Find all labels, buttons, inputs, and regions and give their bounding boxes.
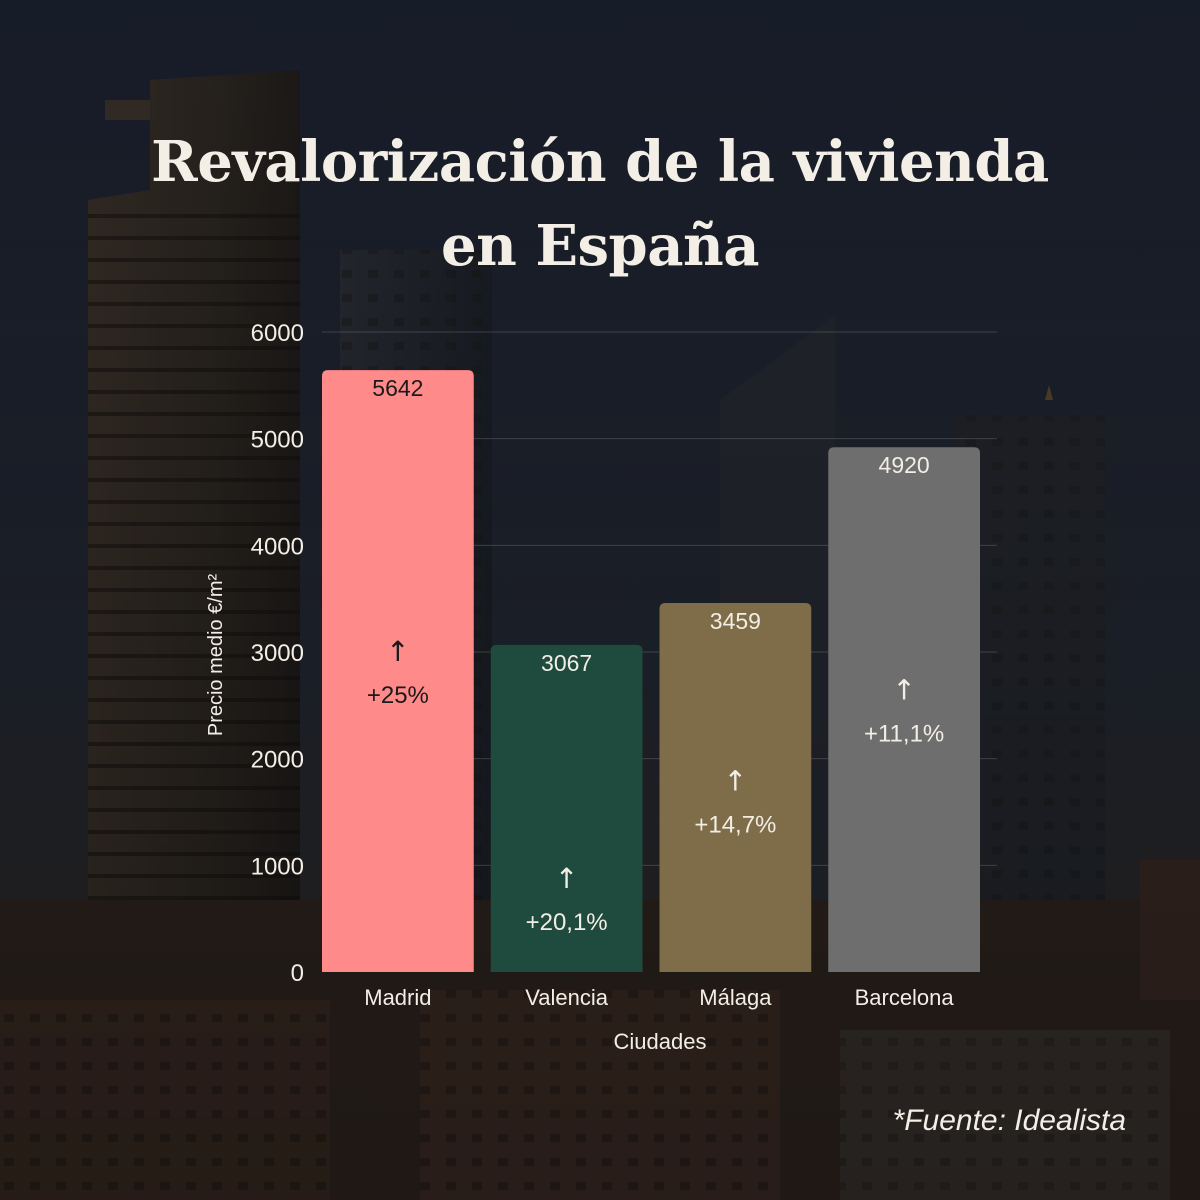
x-tick-label: Valencia [525,985,609,1010]
bar-group-madrid: 5642 ↑ +25% [322,370,474,973]
arrow-up-icon: ↑ [724,765,747,798]
data-label: 5642 [372,375,423,401]
bar-group-barcelona: 4920 ↑ +11,1% [828,447,980,972]
growth-label: +14,7% [694,812,776,839]
growth-label: +20,1% [526,909,608,936]
y-tick-label: 2000 [251,747,304,774]
y-axis-label: Precio medio €/m² [205,574,227,737]
chart-title-line-1: Revalorización de la vivienda [151,129,1049,195]
y-tick-label: 5000 [251,427,304,454]
y-tick-label: 4000 [251,533,304,560]
source-note: *Fuente: Idealista [892,1104,1126,1137]
chart-title-line-2: en España [441,213,760,279]
bar [322,370,474,973]
growth-label: +25% [367,682,429,709]
y-tick-label: 1000 [251,853,304,880]
y-axis-ticks: 0 1000 2000 3000 4000 5000 6000 [251,320,304,987]
x-tick-label: Málaga [699,985,772,1010]
y-tick-label: 3000 [251,640,304,667]
chart-title: Revalorización de la vivienda en España [0,120,1200,288]
y-tick-label: 0 [291,960,304,987]
x-axis-ticks: Madrid Valencia Málaga Barcelona [364,985,954,1010]
bar-group-valencia: 3067 ↑ +20,1% [490,644,643,972]
data-label: 3459 [710,608,761,634]
bar [828,447,980,972]
arrow-up-icon: ↑ [555,862,578,895]
data-label: 4920 [879,452,930,478]
x-tick-label: Madrid [364,985,431,1010]
growth-label: +11,1% [864,721,944,748]
arrow-up-icon: ↑ [892,674,915,707]
y-tick-label: 6000 [251,320,304,347]
x-tick-label: Barcelona [855,985,955,1010]
arrow-up-icon: ↑ [386,635,409,668]
x-axis-label: Ciudades [614,1029,707,1054]
bar [490,644,643,972]
bar-group-málaga: 3459 ↑ +14,7% [659,603,812,972]
bars: 5642 ↑ +25% 3067 ↑ +20,1% 3459 ↑ +14,7% 4920 ↑ +11,… [322,370,980,973]
data-label: 3067 [541,650,592,676]
bar [659,603,812,972]
